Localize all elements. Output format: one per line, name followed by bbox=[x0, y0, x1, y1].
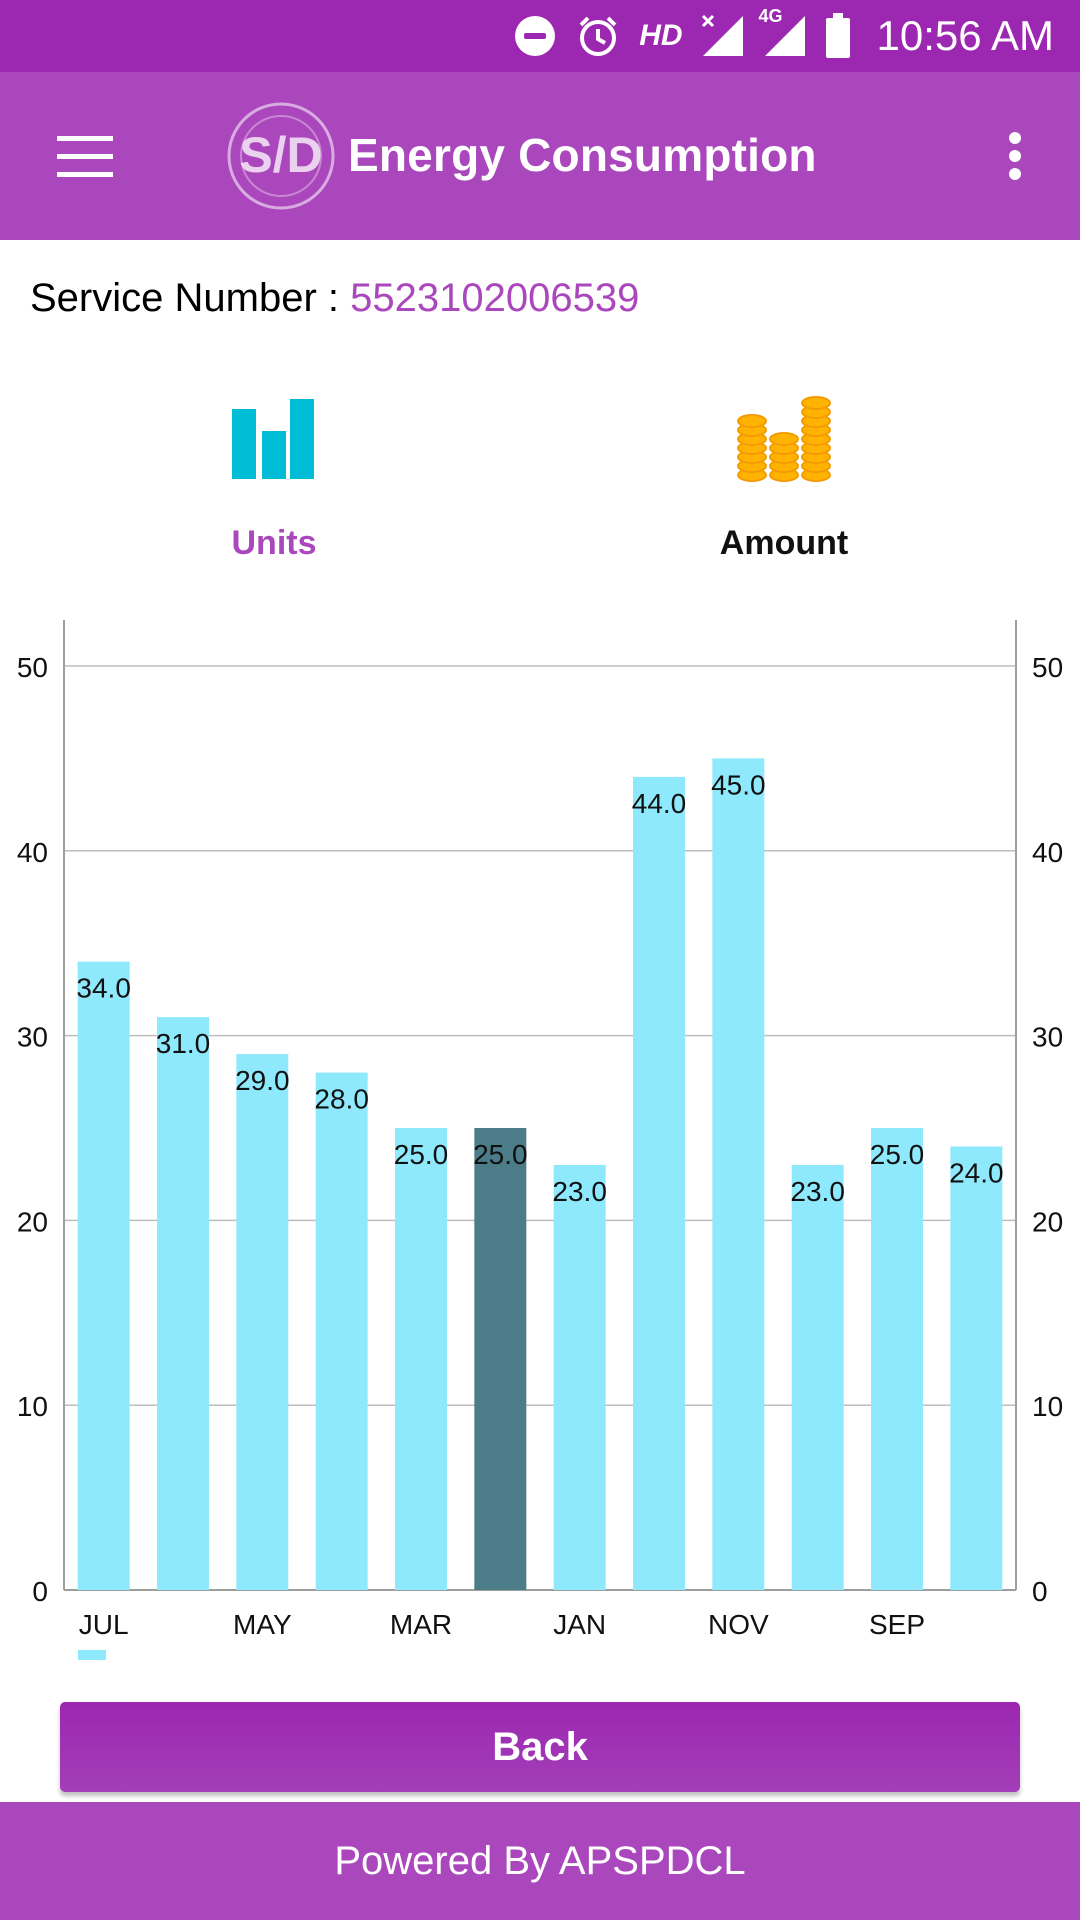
alarm-icon bbox=[575, 13, 621, 59]
more-vert-icon[interactable] bbox=[990, 124, 1040, 188]
bar-mar bbox=[395, 1128, 447, 1590]
bar-sep bbox=[871, 1128, 923, 1590]
x-tick-label: SEP bbox=[869, 1609, 925, 1640]
bar-jan bbox=[553, 1164, 606, 1590]
bar-value-label: 31.0 bbox=[156, 1028, 211, 1059]
y-tick-label-right: 20 bbox=[1032, 1206, 1063, 1237]
bar-nov bbox=[712, 758, 765, 1590]
clock-time: 10:56 AM bbox=[876, 12, 1054, 59]
service-number-row: Service Number : 5523102006539 bbox=[30, 276, 639, 321]
company-logo: S/D bbox=[218, 100, 344, 212]
bar-feb bbox=[474, 1128, 527, 1590]
tab-amount-label: Amount bbox=[719, 524, 849, 562]
bar-value-label: 24.0 bbox=[949, 1157, 1004, 1188]
footer-powered-by: Powered By APSPDCL bbox=[0, 1802, 1080, 1920]
x-tick-label: MAY bbox=[233, 1609, 292, 1640]
y-tick-label-left: 30 bbox=[17, 1022, 48, 1053]
service-number-value: 5523102006539 bbox=[350, 276, 640, 320]
tab-units-label: Units bbox=[231, 524, 317, 562]
legend-swatch bbox=[78, 1650, 106, 1660]
bar-value-label: 34.0 bbox=[76, 973, 131, 1004]
bar-value-label: 25.0 bbox=[394, 1139, 449, 1170]
units-bar-chart[interactable]: 0 0 10 10 20 20 30 30 40 40 50 50 34.0 31.0 29.0 28.0 25… bbox=[0, 620, 1080, 1660]
tab-units[interactable]: Units bbox=[174, 395, 374, 565]
y-tick-label-left: 40 bbox=[17, 837, 48, 868]
app-bar: S/D Energy Consumption bbox=[0, 72, 1080, 240]
bar-value-label: 25.0 bbox=[473, 1139, 528, 1170]
app-title: Energy Consumption bbox=[348, 129, 817, 181]
logo-text: S/D bbox=[239, 127, 322, 183]
y-tick-label-right: 50 bbox=[1032, 652, 1063, 683]
bar-apr bbox=[315, 1072, 368, 1590]
y-tick-label-right: 0 bbox=[1032, 1576, 1048, 1607]
x-tick-label: JAN bbox=[553, 1609, 606, 1640]
x-tick-label: JUL bbox=[79, 1609, 129, 1640]
bar-oct bbox=[791, 1164, 844, 1590]
bar-value-label: 44.0 bbox=[632, 788, 687, 819]
y-tick-label-left: 10 bbox=[17, 1391, 48, 1422]
bar-chart-icon bbox=[232, 395, 316, 488]
y-tick-label-left: 0 bbox=[32, 1576, 48, 1607]
bar-value-label: 29.0 bbox=[235, 1065, 290, 1096]
bar-value-label: 25.0 bbox=[870, 1139, 925, 1170]
bar-jun bbox=[157, 1017, 209, 1590]
y-tick-label-left: 50 bbox=[17, 652, 48, 683]
bar-value-label: 23.0 bbox=[552, 1176, 607, 1207]
service-number-label: Service Number : bbox=[30, 276, 351, 320]
signal-4g-icon: 4G bbox=[759, 6, 807, 58]
hamburger-menu-icon[interactable] bbox=[42, 122, 128, 192]
bar-may bbox=[236, 1054, 289, 1590]
y-tick-label-right: 40 bbox=[1032, 837, 1063, 868]
do-not-disturb-icon bbox=[513, 14, 557, 58]
status-bar: HD 4G 10:56 AM bbox=[0, 0, 1080, 72]
bar-aug bbox=[950, 1146, 1003, 1590]
x-tick-label: MAR bbox=[390, 1609, 452, 1640]
bar-dec bbox=[633, 776, 685, 1590]
y-tick-label-right: 30 bbox=[1032, 1022, 1063, 1053]
hd-label: HD bbox=[639, 19, 683, 52]
y-tick-label-right: 10 bbox=[1032, 1391, 1063, 1422]
bar-value-label: 23.0 bbox=[790, 1176, 845, 1207]
network-type-label: 4G bbox=[758, 6, 783, 26]
bar-value-label: 28.0 bbox=[314, 1084, 369, 1115]
coins-icon bbox=[736, 395, 832, 488]
bar-value-label: 45.0 bbox=[711, 769, 766, 800]
y-tick-label-left: 20 bbox=[17, 1206, 48, 1237]
bar-jul bbox=[77, 961, 130, 1590]
signal-no-sim-icon bbox=[701, 14, 745, 58]
tab-amount[interactable]: Amount bbox=[684, 395, 884, 565]
x-tick-label: NOV bbox=[708, 1609, 769, 1640]
chart-svg: 0 0 10 10 20 20 30 30 40 40 50 50 34.0 31.0 29.0 28.0 25… bbox=[17, 620, 1063, 1660]
back-button[interactable]: Back bbox=[60, 1702, 1020, 1792]
battery-icon bbox=[825, 13, 851, 59]
